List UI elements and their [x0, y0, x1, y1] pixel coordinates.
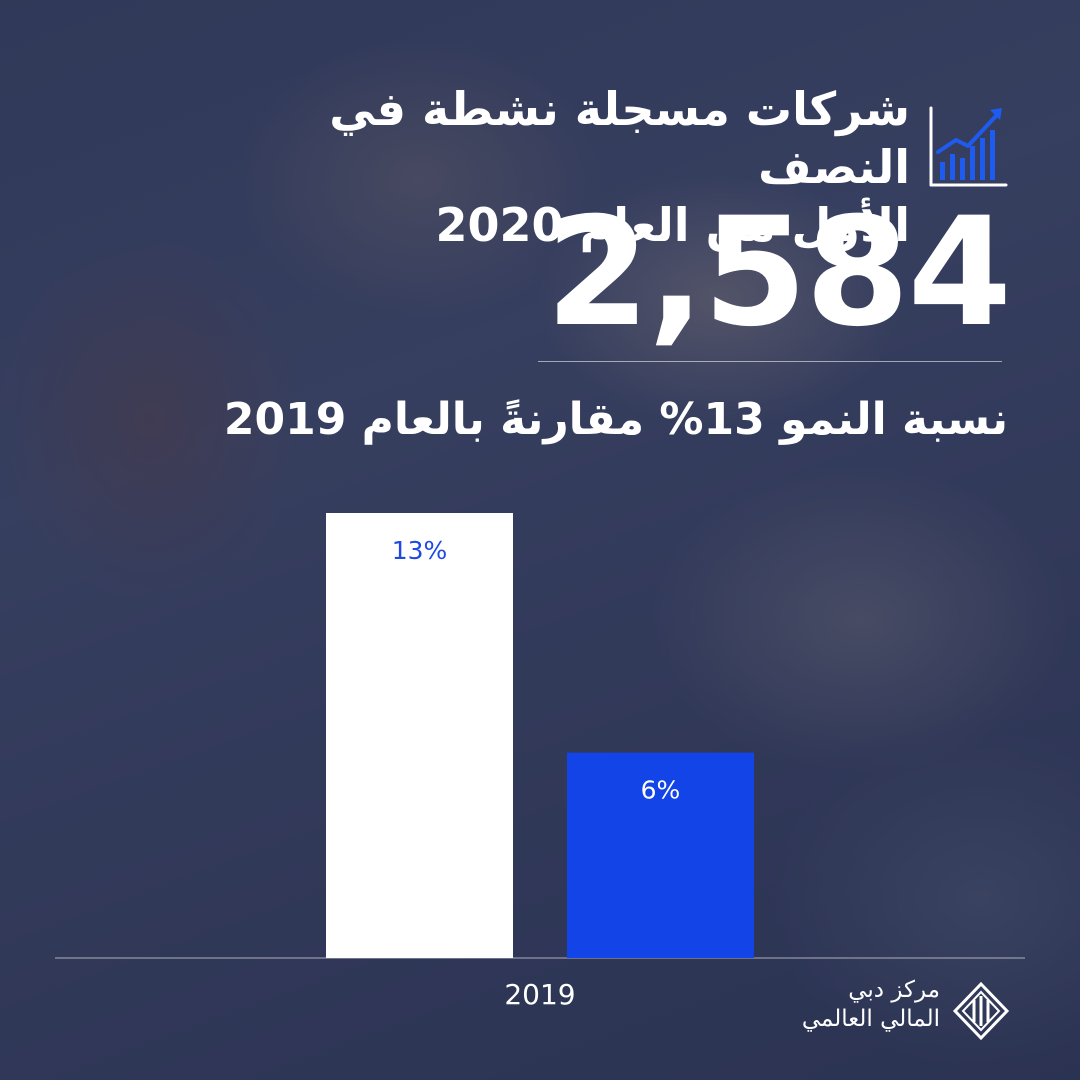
- divider: [538, 361, 1002, 362]
- headline-line-1: شركات مسجلة نشطة في النصف: [329, 82, 910, 194]
- bar-2-data-label: 6%: [641, 776, 681, 805]
- growth-chart-icon: [929, 106, 1008, 187]
- logo-line-2: المالي العالمي: [801, 1006, 940, 1032]
- bar-1-data-label: 13%: [392, 536, 448, 565]
- logo-line-1: مركز دبي: [848, 977, 940, 1003]
- difc-logo: مركز دبي المالي العالمي: [770, 976, 1040, 1046]
- bar-2: [567, 752, 754, 958]
- x-tick-label: 2019: [504, 978, 575, 1011]
- logo-text: مركز دبي المالي العالمي: [802, 976, 940, 1034]
- headline: شركات مسجلة نشطة في النصف الأول من العام…: [190, 80, 910, 254]
- bar-1: [326, 513, 513, 958]
- registered-companies-count: 2,584: [545, 186, 1012, 360]
- headline-line-2: الأول من العام 2020: [435, 198, 910, 252]
- difc-logo-icon: [952, 982, 1010, 1040]
- growth-subtitle: نسبة النمو 13% مقارنةً بالعام 2019: [223, 394, 1008, 445]
